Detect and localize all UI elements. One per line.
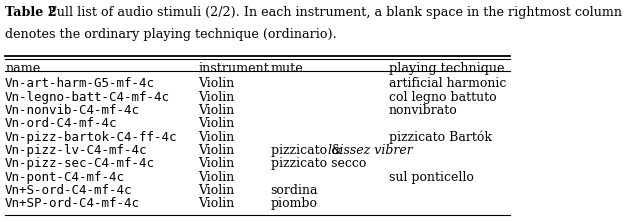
Text: Full list of audio stimuli (2/2). In each instrument, a blank space in the right: Full list of audio stimuli (2/2). In eac…: [40, 6, 622, 19]
Text: Vn-legno-batt-C4-mf-4c: Vn-legno-batt-C4-mf-4c: [5, 91, 170, 104]
Text: Violin: Violin: [198, 184, 235, 197]
Text: Violin: Violin: [198, 117, 235, 131]
Text: Vn-pizz-sec-C4-mf-4c: Vn-pizz-sec-C4-mf-4c: [5, 157, 155, 170]
Text: sordina: sordina: [271, 184, 318, 197]
Text: Violin: Violin: [198, 157, 235, 170]
Text: Violin: Violin: [198, 104, 235, 117]
Text: pizzicato secco: pizzicato secco: [271, 157, 366, 170]
Text: piombo: piombo: [271, 197, 317, 210]
Text: laissez vibrer: laissez vibrer: [328, 144, 413, 157]
Text: sul ponticello: sul ponticello: [389, 171, 474, 184]
Text: Vn-art-harm-G5-mf-4c: Vn-art-harm-G5-mf-4c: [5, 77, 155, 91]
Text: Violin: Violin: [198, 144, 235, 157]
Text: Violin: Violin: [198, 197, 235, 210]
Text: Vn+SP-ord-C4-mf-4c: Vn+SP-ord-C4-mf-4c: [5, 197, 140, 210]
Text: instrument: instrument: [198, 62, 269, 75]
Text: name: name: [5, 62, 40, 75]
Text: Table 2: Table 2: [5, 6, 57, 19]
Text: Violin: Violin: [198, 91, 235, 104]
Text: artificial harmonic: artificial harmonic: [389, 77, 506, 91]
Text: pizzicato &: pizzicato &: [271, 144, 346, 157]
Text: pizzicato Bartók: pizzicato Bartók: [389, 131, 492, 144]
Text: Vn-ord-C4-mf-4c: Vn-ord-C4-mf-4c: [5, 117, 118, 131]
Text: Violin: Violin: [198, 77, 235, 91]
Text: denotes the ordinary playing technique (ordinario).: denotes the ordinary playing technique (…: [5, 28, 337, 41]
Text: Violin: Violin: [198, 171, 235, 184]
Text: col legno battuto: col legno battuto: [389, 91, 497, 104]
Text: Vn-nonvib-C4-mf-4c: Vn-nonvib-C4-mf-4c: [5, 104, 140, 117]
Text: Vn-pizz-lv-C4-mf-4c: Vn-pizz-lv-C4-mf-4c: [5, 144, 148, 157]
Text: Vn-pont-C4-mf-4c: Vn-pont-C4-mf-4c: [5, 171, 125, 184]
Text: mute: mute: [271, 62, 303, 75]
Text: Vn-pizz-bartok-C4-ff-4c: Vn-pizz-bartok-C4-ff-4c: [5, 131, 178, 144]
Text: playing technique: playing technique: [389, 62, 504, 75]
Text: Violin: Violin: [198, 131, 235, 144]
Text: Vn+S-ord-C4-mf-4c: Vn+S-ord-C4-mf-4c: [5, 184, 132, 197]
Text: nonvibrato: nonvibrato: [389, 104, 458, 117]
